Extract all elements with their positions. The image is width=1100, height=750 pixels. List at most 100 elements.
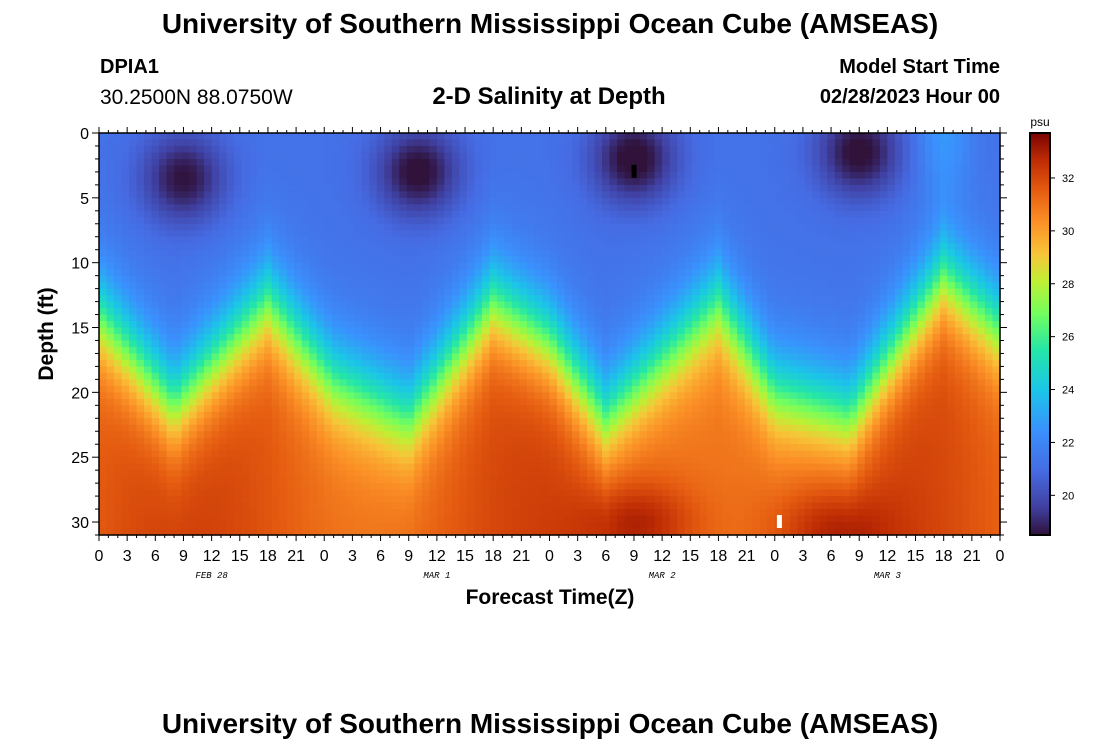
heatmap-cell [466,457,476,465]
heatmap-cell [331,528,340,536]
heatmap-cell [166,145,175,154]
heatmap-cell [511,424,521,432]
heatmap-cell [572,437,581,445]
heatmap-cell [324,321,333,329]
heatmap-cell [159,398,168,406]
heatmap-cell [279,327,288,335]
heatmap-cell [309,139,318,147]
heatmap-cell [354,288,363,296]
heatmap-cell [662,178,671,186]
heatmap-cell [189,139,198,147]
heatmap-cell [361,243,370,251]
heatmap-cell [436,483,445,491]
heatmap-cell [526,353,536,361]
heatmap-cell [541,236,551,244]
heatmap-cell [354,321,363,329]
heatmap-cell [211,470,220,478]
heatmap-cell [639,483,648,491]
heatmap-cell [234,197,243,205]
heatmap-cell [647,269,656,277]
heatmap-cell [174,158,183,167]
heatmap-cell [511,301,521,309]
heatmap-cell [136,346,145,355]
heatmap-cell [534,528,543,536]
heatmap-cell [316,275,325,283]
heatmap-cell [414,171,423,179]
heatmap-cell [369,158,378,167]
heatmap-cell [99,210,108,218]
heatmap-cell [587,204,596,212]
heatmap-cell [309,301,318,309]
heatmap-cell [309,282,318,290]
heatmap-cell [444,210,453,218]
heatmap-cell [564,489,573,497]
heatmap-cell [639,359,648,368]
heatmap-cell [189,308,198,316]
heatmap-cell [624,217,633,225]
heatmap-cell [399,197,408,205]
heatmap-cell [151,489,160,497]
heatmap-cell [699,223,708,231]
heatmap-cell [557,145,566,154]
heatmap-cell [617,366,626,374]
heatmap-cell [354,139,363,147]
heatmap-cell [519,385,528,393]
heatmap-cell [99,217,108,225]
heatmap-cell [369,165,378,173]
heatmap-cell [121,424,130,432]
heatmap-cell [219,145,228,154]
heatmap-cell [406,424,415,432]
heatmap-cell [234,424,243,432]
heatmap-cell [602,496,611,504]
heatmap-cell [624,372,633,380]
heatmap-cell [249,431,258,439]
heatmap-cell [579,424,588,432]
heatmap-cell [474,204,483,212]
heatmap-cell [226,223,235,231]
heatmap-cell [189,133,198,141]
heatmap-cell [309,288,318,296]
heatmap-cell [436,431,445,439]
heatmap-cell [526,223,536,231]
heatmap-cell [189,528,198,536]
heatmap-cell [346,398,355,406]
heatmap-cell [579,515,588,523]
heatmap-cell [234,256,243,264]
heatmap-cell [376,256,385,264]
heatmap-cell [519,496,528,504]
heatmap-cell [129,197,138,205]
heatmap-cell [166,405,175,413]
heatmap-cell [451,230,460,238]
heatmap-cell [234,217,243,225]
heatmap-cell [391,515,400,523]
heatmap-cell [384,411,393,419]
heatmap-cell [624,496,633,504]
heatmap-cell [181,301,190,309]
heatmap-cell [144,158,153,167]
heatmap-cell [369,372,378,380]
heatmap-cell [511,223,521,231]
heatmap-cell [489,444,498,452]
heatmap-cell [444,366,453,374]
heatmap-cell [534,444,543,452]
heatmap-cell [632,256,641,264]
heatmap-cell [594,210,603,218]
heatmap-cell [309,359,318,368]
heatmap-cell [354,450,363,458]
heatmap-cell [369,184,378,192]
heatmap-cell [474,145,483,154]
heatmap-cell [211,191,220,199]
heatmap-cell [271,178,280,186]
heatmap-cell [572,398,581,406]
heatmap-cell [602,249,611,257]
heatmap-cell [534,295,543,303]
heatmap-cell [234,450,243,458]
heatmap-cell [481,158,491,167]
heatmap-cell [639,398,648,406]
heatmap-cell [504,457,513,465]
heatmap-cell [211,249,220,257]
heatmap-cell [144,301,153,309]
heatmap-cell [241,269,250,277]
heatmap-cell [526,197,536,205]
heatmap-cell [129,262,138,270]
